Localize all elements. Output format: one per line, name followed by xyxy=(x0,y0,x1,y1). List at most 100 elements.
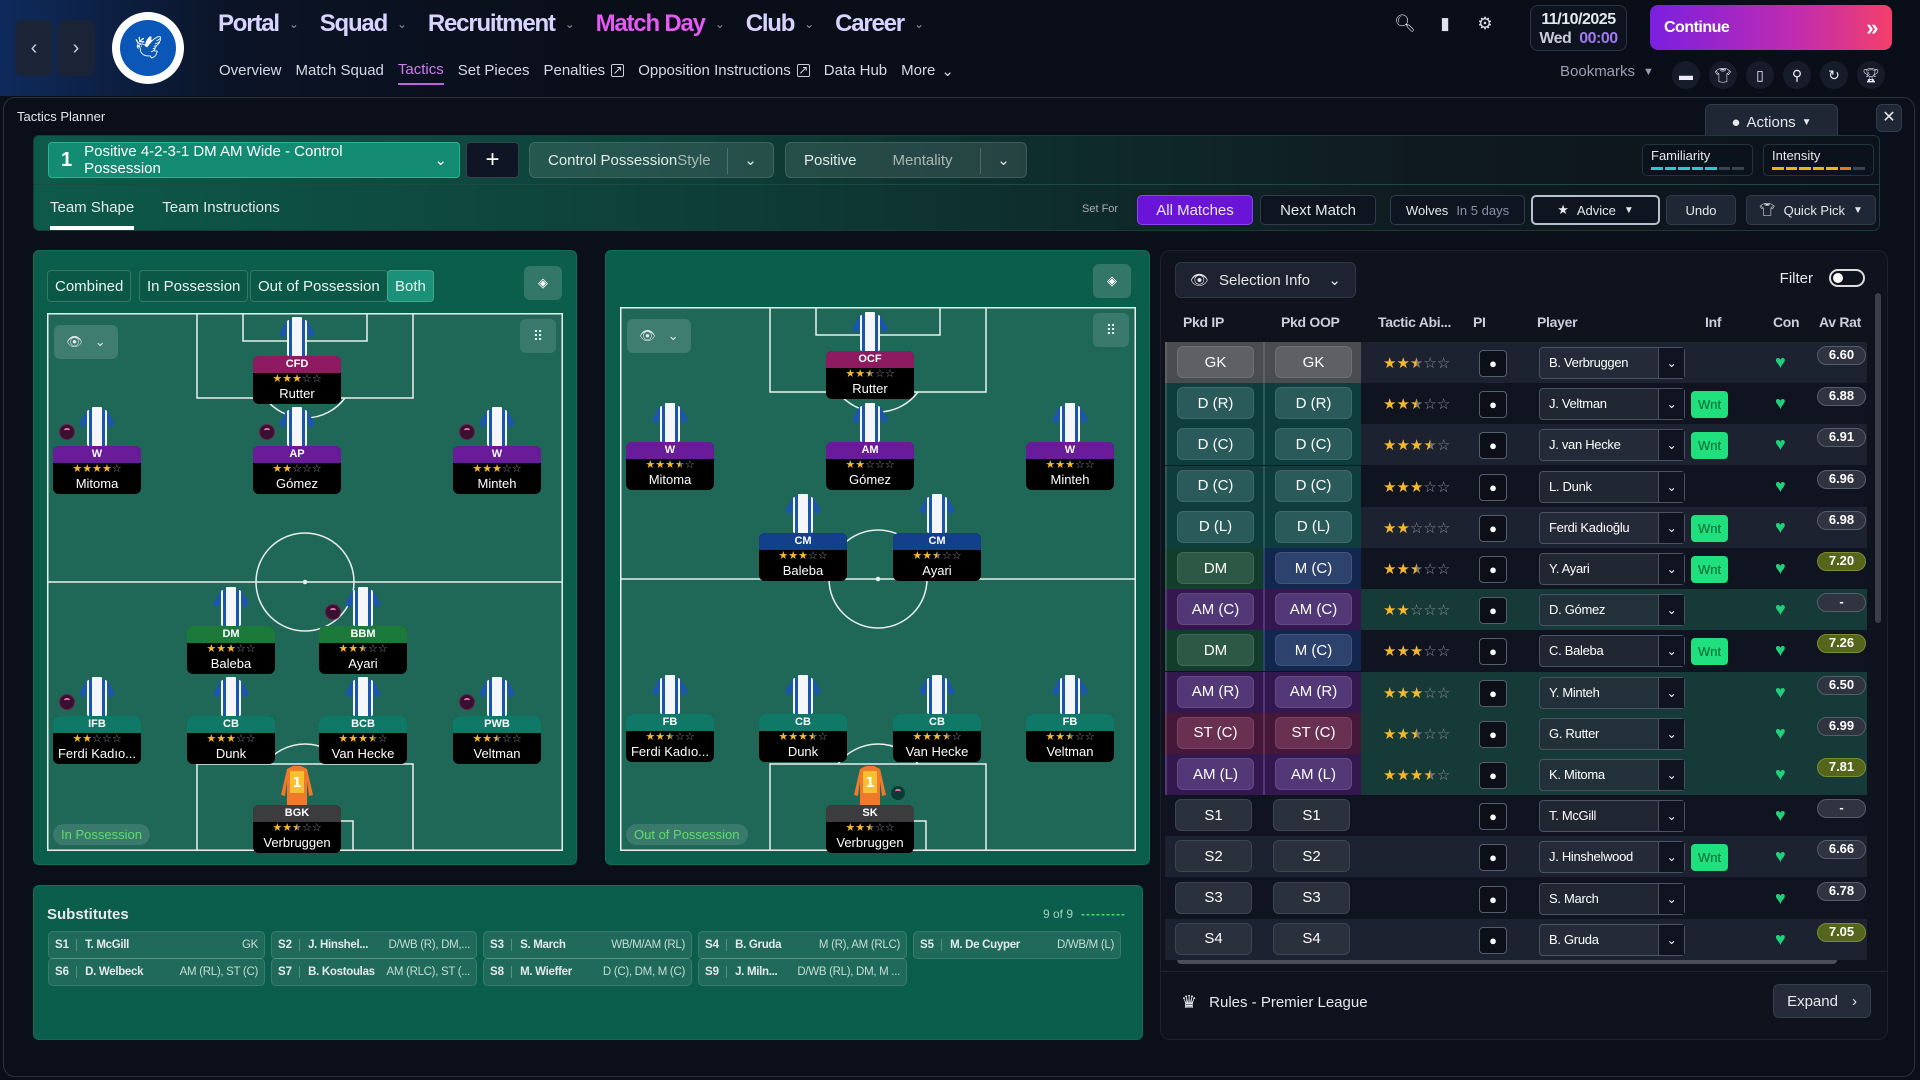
position-button[interactable]: S2 xyxy=(1175,840,1252,873)
substitute-chip[interactable]: S4 B. Gruda M (R), AM (RLC) xyxy=(698,931,907,959)
table-row[interactable]: GK GK ★★★☆☆ ● B. Verbruggen ⌄ ♥ 6.60 xyxy=(1165,342,1867,383)
tactic-select[interactable]: 1 Positive 4-2-3-1 DM AM Wide - Control … xyxy=(48,142,460,178)
col-pkd-ip[interactable]: Pkd IP xyxy=(1183,314,1224,330)
next-match-button[interactable]: Next Match xyxy=(1260,195,1376,225)
player-card[interactable]: W ★★★☆☆ Minteh xyxy=(453,446,541,494)
player-card[interactable]: W ★★★★☆ Mitoma xyxy=(626,442,714,490)
position-button[interactable]: D (C) xyxy=(1177,428,1254,461)
style-dropdown[interactable]: Control Possession Style ⌄ xyxy=(529,142,774,178)
table-row[interactable]: D (C) D (C) ★★★★☆ ● J. van Hecke ⌄ Wnt ♥ 6.91 xyxy=(1165,424,1867,466)
search-icon[interactable]: 🔍︎ xyxy=(1394,14,1416,33)
nav-club[interactable]: Club ⌄ xyxy=(746,10,815,38)
table-row[interactable]: S2 S2 ● J. Hinshelwood ⌄ Wnt ♥ 6.66 xyxy=(1165,836,1867,878)
player-select[interactable]: J. Hinshelwood ⌄ xyxy=(1539,841,1685,874)
expand-button[interactable]: Expand › xyxy=(1773,984,1871,1018)
set-piece-icon[interactable]: ◈ xyxy=(1093,264,1131,298)
player-instructions-button[interactable]: ● xyxy=(1479,597,1507,625)
player-card[interactable]: CM ★★★☆☆ Ayari xyxy=(893,533,981,581)
player-instructions-button[interactable]: ● xyxy=(1479,926,1507,954)
col-con[interactable]: Con xyxy=(1773,314,1800,330)
player-instructions-button[interactable]: ● xyxy=(1479,762,1507,789)
col-pi[interactable]: PI xyxy=(1473,314,1486,330)
player-card[interactable]: W ★★★☆☆ Minteh xyxy=(1026,442,1114,490)
col-pkd-oop[interactable]: Pkd OOP xyxy=(1281,314,1340,330)
rules-link[interactable]: ♛ Rules - Premier League xyxy=(1181,992,1368,1013)
nav-recruitment[interactable]: Recruitment ⌄ xyxy=(428,10,575,38)
refresh-icon[interactable]: ↻ xyxy=(1820,61,1848,89)
quick-pick-button[interactable]: 👕︎ Quick Pick ▼ xyxy=(1746,195,1876,225)
position-button[interactable]: AM (C) xyxy=(1177,593,1254,626)
scout-icon[interactable]: ⚲ xyxy=(1783,61,1811,89)
table-row[interactable]: S3 S3 ● S. March ⌄ ♥ 6.78 xyxy=(1165,877,1867,919)
position-button[interactable]: D (L) xyxy=(1177,510,1254,543)
position-button[interactable]: S2 xyxy=(1273,840,1350,873)
table-row[interactable]: S1 S1 ● T. McGill ⌄ ♥ - xyxy=(1165,795,1867,837)
position-button[interactable]: M (C) xyxy=(1275,552,1352,584)
set-piece-icon[interactable]: ◈ xyxy=(524,266,562,300)
position-button[interactable]: S1 xyxy=(1273,799,1350,832)
subnav-data-hub[interactable]: Data Hub xyxy=(824,61,887,85)
nav-career[interactable]: Career ⌄ xyxy=(835,10,924,38)
table-row[interactable]: D (C) D (C) ★★★☆☆ ● L. Dunk ⌄ ♥ 6.96 xyxy=(1165,465,1867,507)
position-button[interactable]: S4 xyxy=(1273,922,1350,955)
nav-squad[interactable]: Squad ⌄ xyxy=(320,10,407,38)
close-button[interactable]: ✕ xyxy=(1876,104,1902,132)
player-select[interactable]: G. Rutter ⌄ xyxy=(1539,717,1685,750)
chat-icon[interactable]: ▬ xyxy=(1672,61,1700,89)
player-card[interactable]: PWB ★★★☆☆ Veltman xyxy=(453,716,541,764)
player-card[interactable]: OCF ★★★☆☆ Rutter xyxy=(826,351,914,399)
mentality-dropdown[interactable]: Positive Mentality ⌄ xyxy=(785,142,1027,178)
player-instructions-button[interactable]: ● xyxy=(1479,350,1507,377)
selection-info-dropdown[interactable]: 👁︎ Selection Info ⌄ xyxy=(1175,262,1356,298)
player-select[interactable]: L. Dunk ⌄ xyxy=(1539,470,1685,503)
table-row[interactable]: D (L) D (L) ★★☆☆☆ ● Ferdi Kadıoğlu ⌄ Wnt ♥ 6.98 xyxy=(1165,506,1867,548)
player-instructions-button[interactable]: ● xyxy=(1479,844,1507,872)
table-row[interactable]: S4 S4 ● B. Gruda ⌄ ♥ 7.05 xyxy=(1165,918,1867,960)
player-select[interactable]: K. Mitoma ⌄ xyxy=(1539,759,1685,791)
view-tab-both[interactable]: Both xyxy=(387,270,434,302)
position-button[interactable]: GK xyxy=(1275,346,1352,378)
trophy-icon[interactable]: 🏆︎ xyxy=(1857,61,1885,89)
position-button[interactable]: D (C) xyxy=(1275,469,1352,502)
subnav-penalties[interactable]: Penalties ↗ xyxy=(543,61,625,85)
substitute-chip[interactable]: S3 S. March WB/M/AM (RL) xyxy=(483,931,692,959)
position-button[interactable]: D (R) xyxy=(1177,387,1254,420)
grid-icon[interactable]: ⠿ xyxy=(1093,313,1129,347)
player-instructions-button[interactable]: ● xyxy=(1479,391,1507,419)
table-row[interactable]: AM (C) AM (C) ★★☆☆☆ ● D. Gómez ⌄ ♥ - xyxy=(1165,589,1867,631)
position-button[interactable]: S3 xyxy=(1273,881,1350,914)
table-row[interactable]: AM (L) AM (L) ★★★★☆ ● K. Mitoma ⌄ ♥ 7.81 xyxy=(1165,754,1867,795)
player-instructions-button[interactable]: ● xyxy=(1479,803,1507,831)
advice-button[interactable]: ★ Advice ▼ xyxy=(1531,195,1660,225)
nav-match-day[interactable]: Match Day ⌄ xyxy=(596,10,725,38)
view-tab-combined[interactable]: Combined xyxy=(47,270,132,302)
subnav-more[interactable]: More ⌄ xyxy=(901,61,954,85)
familiarity-meter[interactable]: Familiarity xyxy=(1642,144,1753,176)
player-select[interactable]: J. van Hecke ⌄ xyxy=(1539,429,1685,462)
subnav-set-pieces[interactable]: Set Pieces xyxy=(458,61,530,85)
club-logo[interactable]: 🕊 xyxy=(112,12,184,84)
table-row[interactable]: D (R) D (R) ★★★☆☆ ● J. Veltman ⌄ Wnt ♥ 6.88 xyxy=(1165,383,1867,425)
col-inf[interactable]: Inf xyxy=(1705,314,1722,330)
table-row[interactable]: AM (R) AM (R) ★★★☆☆ ● Y. Minteh ⌄ ♥ 6.50 xyxy=(1165,671,1867,713)
all-matches-button[interactable]: All Matches xyxy=(1137,195,1253,225)
player-card[interactable]: AM ★★☆☆☆ Gómez xyxy=(826,442,914,490)
horizontal-scrollbar[interactable] xyxy=(1177,956,1837,964)
bookmark-icon[interactable]: ▮ xyxy=(1440,14,1450,33)
player-card[interactable]: SK ★★★☆☆ Verbruggen xyxy=(826,805,914,853)
gear-icon[interactable]: ⚙ xyxy=(1477,14,1493,33)
position-button[interactable]: ST (C) xyxy=(1177,716,1254,749)
player-instructions-button[interactable]: ● xyxy=(1479,638,1507,666)
position-button[interactable]: S4 xyxy=(1175,922,1252,955)
player-instructions-button[interactable]: ● xyxy=(1479,720,1507,748)
player-instructions-button[interactable]: ● xyxy=(1479,514,1507,542)
position-button[interactable]: M (C) xyxy=(1275,634,1352,667)
player-select[interactable]: B. Verbruggen ⌄ xyxy=(1539,347,1685,379)
col-av-rat[interactable]: Av Rat xyxy=(1819,314,1862,330)
col-player[interactable]: Player xyxy=(1537,314,1578,330)
player-select[interactable]: S. March ⌄ xyxy=(1539,882,1685,915)
subnav-overview[interactable]: Overview xyxy=(219,61,282,85)
back-button[interactable]: ‹ xyxy=(15,20,53,76)
position-button[interactable]: DM xyxy=(1177,552,1254,584)
position-button[interactable]: D (R) xyxy=(1275,387,1352,420)
